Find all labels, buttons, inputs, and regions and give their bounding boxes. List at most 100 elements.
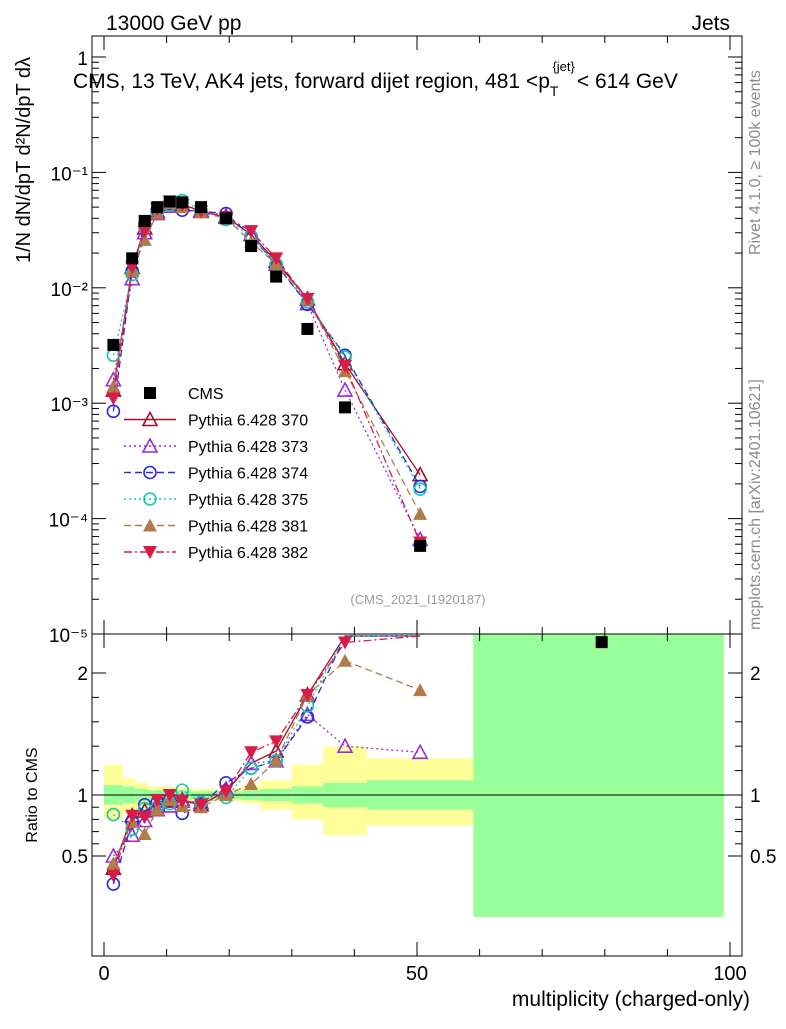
series-line-top bbox=[112, 203, 421, 476]
legend-marker bbox=[143, 492, 157, 506]
point-top bbox=[244, 225, 259, 239]
cms-data-point bbox=[176, 196, 189, 209]
plot-title-main: CMS, 13 TeV, AK4 jets, forward dijet reg… bbox=[73, 70, 550, 93]
point-ratio bbox=[175, 795, 190, 809]
legend-marker bbox=[143, 465, 157, 480]
legend-marker bbox=[143, 518, 157, 532]
point-ratio bbox=[137, 810, 152, 824]
legend-label: Pythia 6.428 374 bbox=[188, 466, 308, 483]
legend-marker bbox=[143, 546, 157, 559]
cms-data-point bbox=[138, 214, 151, 227]
point-ratio bbox=[162, 789, 177, 802]
point-top bbox=[338, 360, 353, 374]
cms-data-point bbox=[163, 195, 176, 208]
legend-marker bbox=[141, 410, 159, 427]
point-ratio bbox=[300, 688, 315, 702]
ratio-tick-label-right: 2 bbox=[750, 664, 761, 685]
cms-data-point bbox=[339, 401, 352, 414]
point-ratio bbox=[269, 753, 284, 767]
y-tick-label: 1 bbox=[77, 49, 88, 70]
point-top bbox=[269, 252, 284, 266]
axes: 0 50 100 10⁻⁵ 10⁻⁴ 10⁻³ 10⁻² 10⁻¹ 1 0.5 0.5 1 1 2 2 bbox=[49, 35, 776, 985]
legend-label: Pythia 6.428 375 bbox=[188, 492, 308, 509]
point-ratio bbox=[125, 809, 140, 823]
y-axis-label-bottom: Ratio to CMS bbox=[24, 747, 41, 842]
y-tick-label: 10⁻² bbox=[51, 280, 89, 301]
legend-marker bbox=[141, 437, 159, 453]
point-ratio bbox=[150, 802, 165, 816]
cms-data-point bbox=[195, 201, 208, 214]
point-top bbox=[106, 379, 121, 393]
rivet-label: Rivet 4.1.0, ≥ 100k events bbox=[747, 70, 764, 255]
legend-label: Pythia 6.428 382 bbox=[188, 545, 308, 562]
plot-title: CMS, 13 TeV, AK4 jets, forward dijet reg… bbox=[73, 59, 678, 99]
point-top bbox=[106, 392, 121, 406]
band-inner bbox=[473, 634, 724, 917]
legend-marker-cms bbox=[144, 387, 156, 399]
point-ratio bbox=[244, 777, 259, 791]
plot-title-sup: {jet} bbox=[552, 59, 575, 74]
cms-data-point bbox=[301, 322, 314, 335]
cms-data-point bbox=[151, 201, 164, 214]
cms-data-point bbox=[220, 212, 233, 225]
point-ratio bbox=[413, 683, 428, 697]
point-top bbox=[137, 232, 152, 246]
x-axis-label: multiplicity (charged-only) bbox=[512, 988, 750, 1011]
ratio-tick-label: 0.5 bbox=[62, 847, 88, 868]
point-ratio bbox=[106, 856, 121, 870]
point-ratio bbox=[150, 793, 165, 807]
legend-label: Pythia 6.428 370 bbox=[188, 413, 308, 430]
point-top bbox=[123, 269, 141, 286]
series-line-ratio bbox=[112, 635, 421, 885]
ratio-tick-label: 2 bbox=[77, 664, 88, 685]
y-tick-label: 10⁻⁵ bbox=[49, 626, 88, 647]
cms-data-point bbox=[270, 270, 283, 283]
point-top bbox=[125, 261, 140, 275]
plot-title-sub: T bbox=[550, 83, 559, 99]
ratio-tick-label-right: 0.5 bbox=[750, 847, 776, 868]
cms-data-point bbox=[414, 539, 427, 552]
cms-data-point bbox=[107, 338, 120, 351]
x-tick-label: 50 bbox=[406, 963, 428, 985]
ratio-tick-label-right: 1 bbox=[750, 786, 761, 807]
point-top bbox=[413, 482, 427, 496]
cms-data-point bbox=[595, 636, 608, 649]
point-top bbox=[336, 381, 354, 397]
x-tick-label: 0 bbox=[98, 963, 109, 985]
point-top bbox=[413, 506, 428, 520]
y-tick-label: 10⁻⁴ bbox=[49, 511, 88, 532]
point-ratio bbox=[244, 761, 258, 775]
plot-title-tail: < 614 GeV bbox=[577, 70, 678, 93]
point-ratio bbox=[244, 746, 259, 760]
point-ratio bbox=[299, 705, 316, 722]
point-ratio bbox=[269, 735, 284, 749]
point-ratio bbox=[219, 785, 234, 799]
point-ratio bbox=[106, 869, 121, 883]
uncertainty-bands bbox=[104, 634, 724, 917]
legend-label: CMS bbox=[188, 386, 224, 403]
point-ratio bbox=[336, 737, 354, 753]
y-tick-label: 10⁻¹ bbox=[51, 164, 89, 185]
point-ratio bbox=[106, 807, 121, 822]
data-marks bbox=[105, 193, 608, 891]
cms-data-point bbox=[126, 252, 139, 265]
series-line-ratio bbox=[112, 635, 421, 869]
header-right: Jets bbox=[691, 12, 730, 35]
point-ratio bbox=[411, 743, 429, 760]
legend: CMS Pythia 6.428 370 Pythia 6.428 373 Pythi… bbox=[124, 386, 308, 562]
point-top bbox=[137, 225, 152, 239]
point-top bbox=[300, 292, 315, 306]
point-ratio bbox=[194, 798, 209, 812]
analysis-tag: (CMS_2021_I1920187) bbox=[350, 592, 485, 607]
point-ratio bbox=[137, 797, 152, 812]
cms-data-point bbox=[245, 240, 258, 253]
legend-label: Pythia 6.428 381 bbox=[188, 519, 308, 536]
point-ratio bbox=[338, 653, 353, 667]
legend-label: Pythia 6.428 373 bbox=[188, 439, 308, 456]
point-ratio bbox=[338, 636, 353, 650]
ratio-tick-label: 1 bbox=[77, 786, 88, 807]
y-tick-label: 10⁻³ bbox=[51, 395, 89, 416]
header-left: 13000 GeV pp bbox=[106, 12, 241, 35]
mcplots-label: mcplots.cern.ch [arXiv:2401.10621] bbox=[747, 379, 764, 630]
